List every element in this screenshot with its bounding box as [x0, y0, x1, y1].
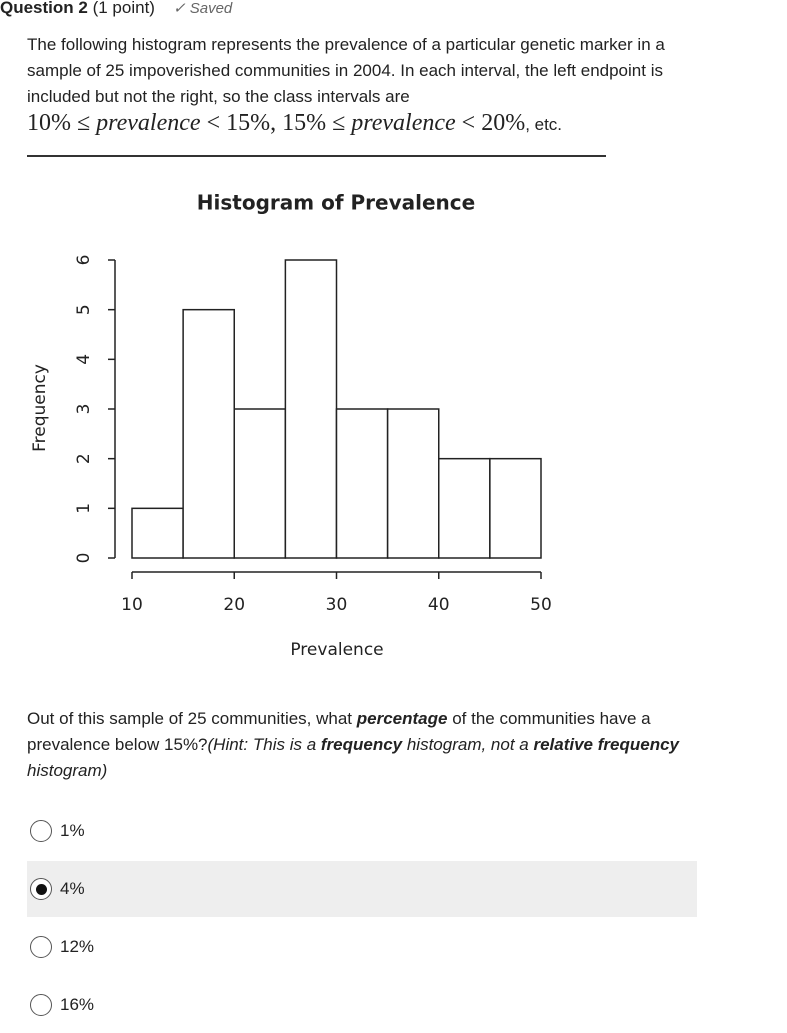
- y-tick-label: 4: [74, 354, 94, 365]
- option-label: 1%: [60, 821, 85, 840]
- y-tick-label: 2: [74, 453, 94, 464]
- chart-title: Histogram of Prevalence: [197, 191, 475, 215]
- x-tick-label: 20: [223, 595, 245, 615]
- bar: [489, 457, 542, 559]
- y-tick-label: 6: [74, 255, 94, 266]
- chart: Histogram of Prevalence Prevalence Frequen…: [30, 191, 552, 661]
- y-tick-label: 5: [74, 304, 94, 315]
- math-part: < 20%: [455, 110, 526, 136]
- intro-text: The following histogram represents the p…: [27, 35, 665, 106]
- y-axis-label: Frequency: [30, 364, 50, 452]
- option[interactable]: 4%: [27, 861, 697, 917]
- bar: [386, 408, 440, 559]
- question-header: Question 2 (1 point) ✓ Saved: [0, 0, 232, 18]
- saved-text: Saved: [189, 0, 233, 17]
- bar: [131, 507, 184, 559]
- radio-button[interactable]: [30, 936, 52, 958]
- option-label: 16%: [60, 995, 95, 1014]
- math-part: 10% ≤: [27, 110, 97, 136]
- bar: [335, 408, 389, 559]
- saved-status: ✓ Saved: [172, 0, 233, 17]
- question-part: histogram): [27, 761, 108, 780]
- radio-button[interactable]: [30, 994, 52, 1016]
- radio-button[interactable]: [30, 820, 52, 842]
- math-part: prevalence: [96, 110, 201, 136]
- x-tick-label: 40: [428, 595, 450, 615]
- divider: [27, 155, 606, 157]
- math-part: prevalence: [351, 110, 456, 136]
- option-label: 12%: [60, 937, 95, 956]
- question-part: percentage: [356, 709, 448, 728]
- option-label: 4%: [60, 879, 85, 898]
- y-tick-label: 1: [74, 503, 94, 514]
- x-tick-label: 50: [530, 595, 552, 615]
- points: (1 point): [92, 0, 155, 17]
- intro-tail: , etc.: [525, 115, 563, 134]
- question-part: (Hint: This is a: [207, 735, 321, 754]
- option[interactable]: 16%: [27, 977, 697, 1033]
- x-axis-label: Prevalence: [290, 640, 383, 660]
- intro: The following histogram represents the p…: [27, 32, 712, 138]
- option[interactable]: 12%: [27, 919, 697, 975]
- question-part: frequency: [320, 735, 403, 754]
- x-tick-label: 10: [121, 595, 143, 615]
- bar: [438, 457, 491, 559]
- question-number: Question 2: [0, 0, 88, 17]
- y-tick-label: 3: [74, 404, 94, 415]
- math: 10% ≤ prevalence < 15%, 15% ≤ prevalence…: [27, 110, 525, 136]
- question-part: of the communities have a prevalence bel…: [27, 709, 651, 754]
- bar: [233, 408, 287, 559]
- question-part: Out of this sample of 25 communities, wh…: [27, 709, 357, 728]
- y-tick-label: 0: [74, 553, 94, 564]
- x-tick-label: 30: [326, 595, 348, 615]
- bar: [182, 308, 235, 559]
- question-part: histogram, not a: [402, 735, 534, 754]
- radio-button[interactable]: [30, 878, 52, 900]
- math-part: < 15%, 15% ≤: [200, 110, 352, 136]
- bar: [284, 259, 338, 559]
- option[interactable]: 1%: [27, 803, 697, 859]
- question-text: Out of this sample of 25 communities, wh…: [27, 706, 707, 784]
- question-part: relative frequency: [533, 735, 679, 754]
- radio-dot: [35, 883, 47, 895]
